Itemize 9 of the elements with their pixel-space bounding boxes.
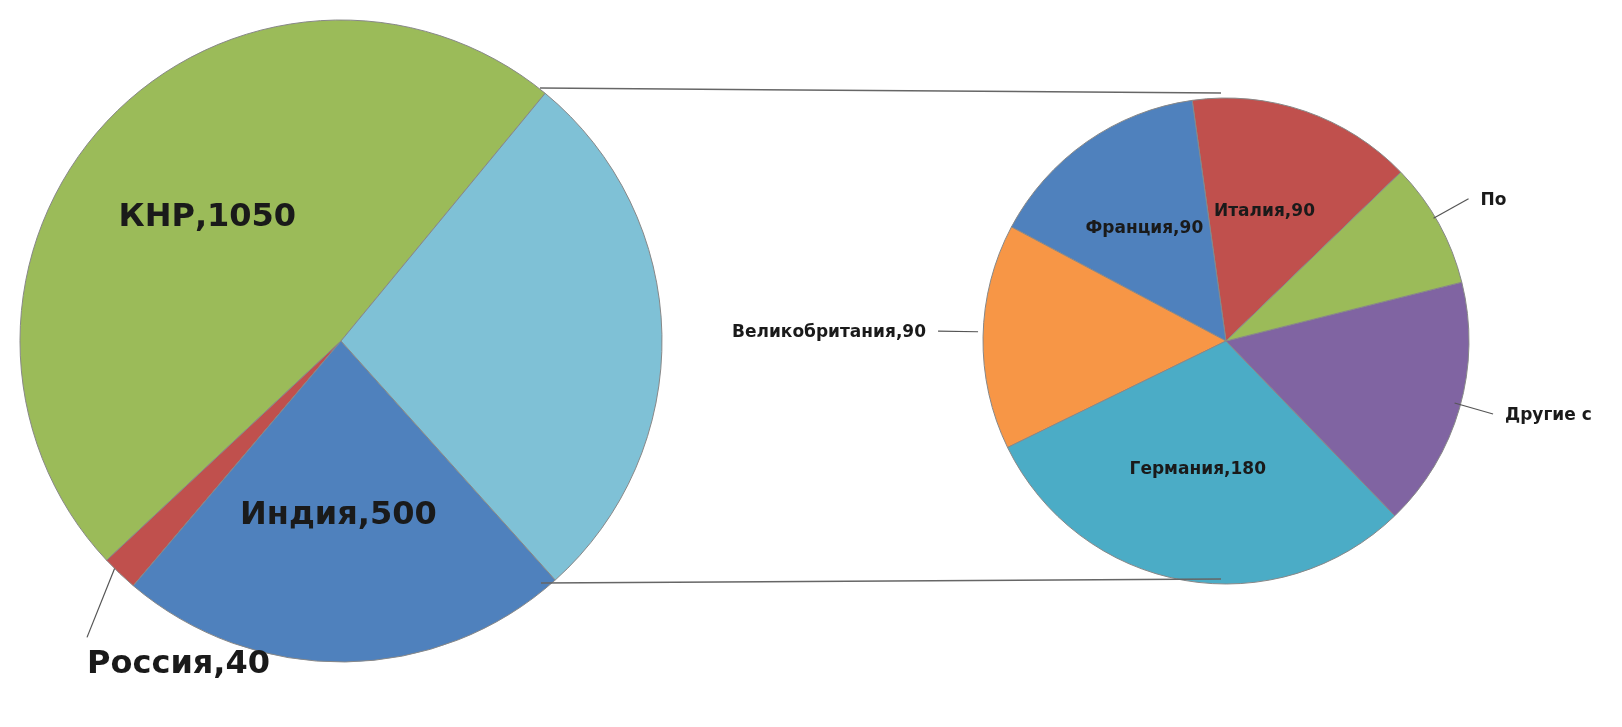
slice-label: Италия,90	[1214, 199, 1316, 220]
slice-label: Франция,90	[1085, 216, 1204, 237]
slice-label: КНР,1050	[118, 196, 297, 235]
slice-label: Россия,40	[87, 643, 271, 682]
slice-label: Индия,500	[240, 493, 437, 532]
slice-label: По	[1480, 188, 1507, 209]
slice-label: Великобритания,90	[732, 321, 927, 342]
slice-label: Германия,180	[1129, 457, 1267, 478]
slice-label: Другие с	[1505, 404, 1592, 425]
